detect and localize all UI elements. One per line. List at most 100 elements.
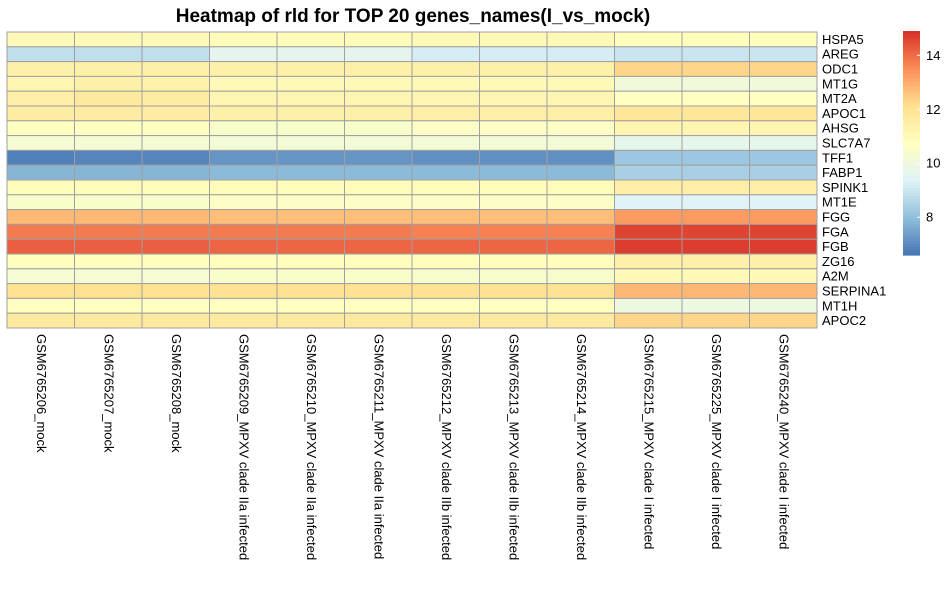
legend-gradient-segment — [903, 173, 920, 178]
heatmap-cell — [141, 61, 210, 77]
heatmap-cell — [546, 312, 615, 329]
heatmap-cell — [749, 105, 818, 122]
heatmap-cell — [749, 135, 818, 151]
heatmap-cell — [344, 209, 413, 225]
heatmap-cell — [479, 283, 548, 299]
column-label: GSM6765210_MPXV clade IIa infected — [304, 334, 319, 560]
heatmap-cell — [141, 135, 210, 151]
row-label: TFF1 — [822, 150, 853, 165]
heatmap-cell — [479, 312, 548, 329]
heatmap-cell — [276, 75, 345, 92]
heatmap-cell — [6, 283, 75, 299]
heatmap-cell — [209, 31, 278, 48]
heatmap-cell — [681, 194, 750, 211]
heatmap-cell — [6, 46, 75, 63]
heatmap-cell — [749, 223, 818, 240]
row-label: MT1G — [822, 76, 858, 91]
heatmap-cell — [6, 120, 75, 137]
heatmap-cell — [411, 164, 480, 181]
heatmap-cell — [614, 238, 683, 255]
heatmap-cell — [141, 179, 210, 196]
row-label: SLC7A7 — [822, 136, 870, 151]
heatmap-cell — [479, 105, 548, 122]
heatmap-cell — [276, 283, 345, 299]
heatmap-cell — [344, 46, 413, 63]
column-label: GSM6765207_mock — [101, 334, 116, 453]
heatmap-cell — [479, 90, 548, 107]
heatmap-cell — [141, 209, 210, 225]
heatmap-cell — [546, 149, 615, 166]
heatmap-cell — [344, 75, 413, 92]
legend-gradient-segment — [903, 159, 920, 164]
heatmap-cell — [411, 238, 480, 255]
heatmap-cell — [681, 297, 750, 314]
heatmap-cell — [209, 179, 278, 196]
heatmap-cell — [141, 90, 210, 107]
legend-gradient-segment — [903, 98, 920, 102]
heatmap-cell — [209, 209, 278, 225]
heatmap-cell — [74, 90, 143, 107]
legend-gradient-segment — [903, 246, 920, 250]
legend-gradient-segment — [903, 165, 920, 169]
heatmap-cell — [141, 238, 210, 255]
legend-gradient-segment — [903, 106, 920, 110]
heatmap-cell — [681, 75, 750, 92]
heatmap-cell — [479, 297, 548, 314]
heatmap-cell — [209, 149, 278, 166]
column-label: GSM6765208_mock — [169, 334, 184, 453]
legend-gradient-segment — [903, 120, 920, 124]
legend-gradient-segment — [903, 95, 920, 99]
legend-gradient-segment — [903, 31, 920, 35]
heatmap-cell — [749, 90, 818, 107]
heatmap-cell — [546, 283, 615, 299]
heatmap-cell — [749, 268, 818, 285]
legend-gradient-segment — [903, 67, 920, 71]
heatmap-cell — [479, 120, 548, 137]
heatmap-cell — [74, 120, 143, 137]
heatmap-cell — [141, 149, 210, 166]
heatmap-cell — [344, 90, 413, 107]
heatmap-cell — [209, 238, 278, 255]
heatmap-cell — [411, 268, 480, 285]
legend-gradient-segment — [903, 210, 920, 214]
heatmap-cell — [74, 223, 143, 240]
heatmap-cell — [6, 149, 75, 166]
heatmap-cell — [141, 283, 210, 299]
heatmap-cell — [749, 283, 818, 299]
heatmap-cell — [546, 90, 615, 107]
column-label: GSM6765209_MPXV clade IIa infected — [236, 334, 251, 560]
heatmap-cell — [74, 149, 143, 166]
heatmap-cell — [209, 297, 278, 314]
heatmap-cell — [614, 209, 683, 225]
legend-gradient-segment — [903, 137, 920, 141]
heatmap-cell — [6, 223, 75, 240]
heatmap-cell — [681, 90, 750, 107]
heatmap-cell — [344, 31, 413, 48]
heatmap-cells — [6, 31, 818, 329]
heatmap-cell — [6, 312, 75, 329]
heatmap-cell — [749, 194, 818, 211]
legend-gradient-segment — [903, 45, 920, 49]
legend-gradient-segment — [903, 145, 920, 150]
heatmap-cell — [74, 75, 143, 92]
heatmap-cell — [6, 179, 75, 196]
heatmap-cell — [546, 46, 615, 63]
legend-gradient-segment — [903, 64, 920, 68]
heatmap-cell — [411, 253, 480, 270]
legend-gradient-segment — [903, 134, 920, 138]
heatmap-cell — [74, 283, 143, 299]
heatmap-cell — [209, 223, 278, 240]
heatmap-cell — [209, 312, 278, 329]
heatmap-cell — [344, 120, 413, 137]
legend-gradient-segment — [903, 182, 920, 186]
legend-gradient-segment — [903, 179, 920, 183]
heatmap-cell — [344, 105, 413, 122]
heatmap-cell — [749, 31, 818, 48]
legend-gradient-segment — [903, 39, 920, 43]
heatmap-cell — [681, 31, 750, 48]
heatmap-cell — [411, 223, 480, 240]
column-label: GSM6765240_MPXV clade I infected — [776, 334, 791, 549]
heatmap-cell — [681, 164, 750, 181]
heatmap-cell — [614, 61, 683, 77]
